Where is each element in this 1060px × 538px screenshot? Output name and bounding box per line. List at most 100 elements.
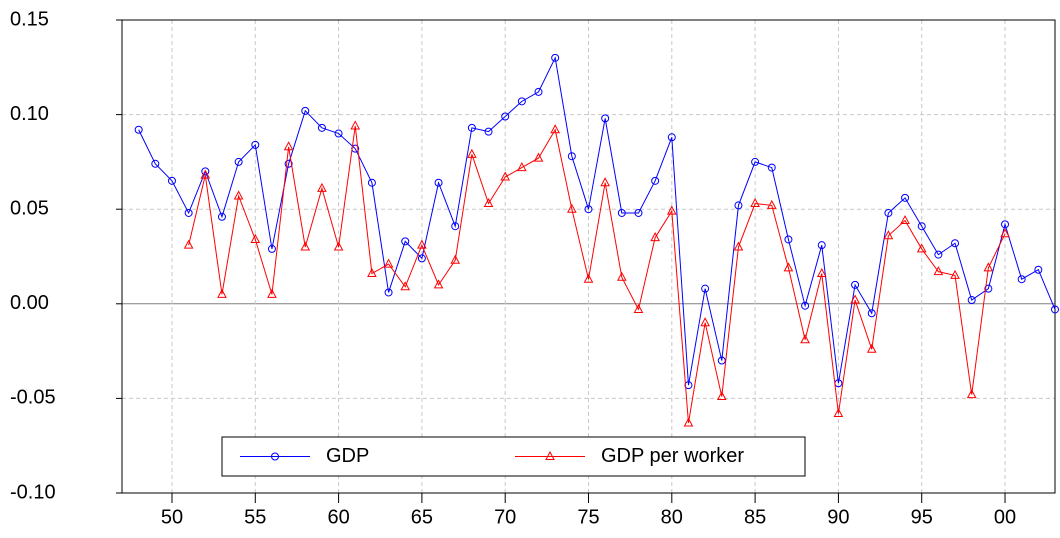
point	[850, 294, 860, 304]
x-tick-label: 60	[327, 506, 349, 528]
point	[667, 133, 676, 142]
series-line	[188, 125, 1006, 424]
point	[551, 53, 560, 62]
point	[900, 214, 910, 225]
point	[600, 177, 610, 187]
y-tick-label: -0.10	[10, 481, 56, 503]
point	[217, 212, 226, 221]
point	[250, 233, 261, 243]
point	[367, 267, 377, 278]
point	[433, 279, 444, 289]
point	[766, 199, 777, 209]
point	[183, 239, 194, 249]
point	[666, 205, 677, 215]
point	[584, 205, 593, 214]
point	[450, 254, 461, 264]
point	[217, 288, 227, 298]
point	[517, 97, 526, 106]
point	[734, 201, 743, 210]
point	[934, 250, 943, 259]
point	[951, 239, 960, 248]
point	[917, 222, 926, 231]
point	[534, 87, 543, 96]
point	[884, 208, 893, 217]
point	[500, 171, 511, 181]
point	[767, 163, 776, 172]
point	[567, 152, 576, 161]
point	[400, 281, 411, 291]
point	[484, 127, 493, 136]
point	[784, 235, 793, 244]
point	[717, 356, 726, 365]
point	[883, 230, 894, 240]
y-tick-label: 0.10	[10, 103, 49, 125]
point	[451, 222, 460, 231]
point	[367, 178, 376, 187]
point	[984, 284, 993, 293]
point	[267, 288, 277, 298]
point	[567, 203, 577, 213]
x-tick-label: 75	[577, 506, 599, 528]
point	[800, 334, 810, 344]
legend-label: GDP	[326, 445, 369, 467]
x-tick-label: 55	[244, 506, 266, 528]
series-line	[138, 56, 1056, 386]
point	[167, 176, 176, 185]
point	[483, 197, 494, 208]
x-tick-label: 50	[161, 506, 183, 528]
point	[634, 208, 643, 217]
point	[1034, 265, 1043, 274]
point	[700, 317, 710, 327]
point	[866, 343, 877, 353]
x-tick-label: 00	[994, 506, 1016, 528]
point	[467, 123, 476, 132]
point	[317, 123, 326, 132]
point	[501, 112, 510, 121]
x-tick-label: 95	[911, 506, 933, 528]
point	[1001, 220, 1010, 229]
point	[334, 129, 343, 138]
point	[817, 241, 826, 250]
point	[966, 389, 977, 399]
point	[401, 237, 410, 246]
point	[517, 162, 527, 172]
point	[301, 106, 310, 115]
point	[317, 182, 327, 192]
point	[350, 120, 361, 130]
y-tick-label: 0.00	[10, 292, 49, 314]
point	[533, 152, 544, 162]
y-tick-label: 0.15	[10, 8, 49, 30]
point	[467, 148, 477, 158]
point	[283, 141, 294, 151]
point	[267, 244, 276, 253]
point	[417, 239, 427, 249]
point	[950, 269, 960, 279]
point	[384, 288, 393, 297]
point	[1017, 275, 1026, 284]
point	[933, 266, 944, 276]
point	[916, 243, 927, 253]
point	[151, 159, 160, 168]
point	[333, 241, 344, 251]
point	[284, 159, 293, 168]
x-tick-label: 85	[744, 506, 766, 528]
point	[434, 178, 443, 187]
point	[201, 167, 210, 176]
point	[684, 381, 693, 390]
point	[616, 271, 627, 281]
point	[550, 124, 561, 134]
legend-box	[221, 436, 806, 477]
legend-label: GDP per worker	[601, 445, 744, 467]
point	[251, 140, 260, 149]
point	[184, 208, 193, 217]
point	[783, 262, 794, 272]
point	[901, 193, 910, 202]
point	[833, 407, 844, 418]
point	[683, 417, 694, 427]
point	[816, 267, 827, 278]
point	[750, 197, 760, 208]
x-tick-label: 80	[661, 506, 683, 528]
point	[300, 241, 311, 251]
x-tick-label: 65	[411, 506, 433, 528]
x-tick-label: 70	[494, 506, 516, 528]
